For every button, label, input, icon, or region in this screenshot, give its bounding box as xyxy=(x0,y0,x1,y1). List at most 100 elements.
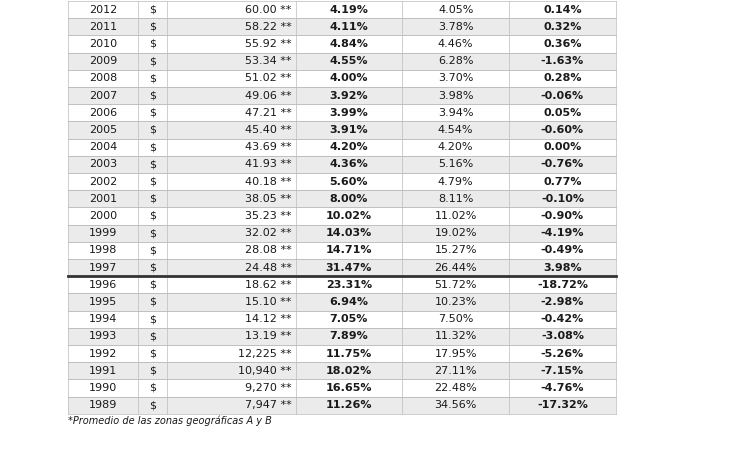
Text: 7.50%: 7.50% xyxy=(438,314,473,324)
Text: 55.92 **: 55.92 ** xyxy=(245,39,291,49)
Bar xyxy=(68,139,616,156)
Text: 4.20%: 4.20% xyxy=(329,142,368,152)
Text: 26.44%: 26.44% xyxy=(434,263,477,273)
Text: 2000: 2000 xyxy=(89,211,117,221)
Text: 4.20%: 4.20% xyxy=(438,142,473,152)
Text: 11.26%: 11.26% xyxy=(326,400,372,410)
Text: 14.71%: 14.71% xyxy=(326,245,372,256)
Text: -0.60%: -0.60% xyxy=(541,125,584,135)
Text: 11.75%: 11.75% xyxy=(326,349,372,359)
Bar xyxy=(68,259,616,276)
Text: 2008: 2008 xyxy=(89,73,117,83)
Text: 12,225 **: 12,225 ** xyxy=(238,349,291,359)
Text: 32.02 **: 32.02 ** xyxy=(245,228,291,238)
Text: 3.99%: 3.99% xyxy=(329,108,368,118)
Text: $: $ xyxy=(149,245,156,256)
Text: $: $ xyxy=(149,400,156,410)
Text: 45.40 **: 45.40 ** xyxy=(245,125,291,135)
Text: $: $ xyxy=(149,314,156,324)
Text: 8.11%: 8.11% xyxy=(438,194,473,204)
Text: $: $ xyxy=(149,211,156,221)
Text: 35.23 **: 35.23 ** xyxy=(245,211,291,221)
Text: 4.84%: 4.84% xyxy=(329,39,368,49)
Text: 58.22 **: 58.22 ** xyxy=(245,22,291,32)
Text: 14.03%: 14.03% xyxy=(326,228,372,238)
Text: 1989: 1989 xyxy=(89,400,117,410)
Text: 6.94%: 6.94% xyxy=(329,297,369,307)
Text: $: $ xyxy=(149,297,156,307)
Text: -0.76%: -0.76% xyxy=(541,159,584,169)
Text: 2012: 2012 xyxy=(89,4,117,14)
Text: 10,940 **: 10,940 ** xyxy=(238,366,291,376)
Text: 28.08 **: 28.08 ** xyxy=(245,245,291,256)
Text: 5.60%: 5.60% xyxy=(329,176,368,187)
Text: -4.76%: -4.76% xyxy=(541,383,584,393)
Bar xyxy=(68,190,616,207)
Bar xyxy=(68,173,616,190)
Text: 1996: 1996 xyxy=(89,280,117,290)
Bar xyxy=(68,328,616,345)
Text: 4.46%: 4.46% xyxy=(438,39,473,49)
Text: 3.91%: 3.91% xyxy=(329,125,368,135)
Text: 49.06 **: 49.06 ** xyxy=(245,90,291,101)
Text: 7,947 **: 7,947 ** xyxy=(245,400,291,410)
Bar xyxy=(68,36,616,53)
Text: 0.36%: 0.36% xyxy=(543,39,582,49)
Text: 19.02%: 19.02% xyxy=(434,228,477,238)
Text: -0.06%: -0.06% xyxy=(541,90,584,101)
Bar xyxy=(68,345,616,362)
Text: 8.00%: 8.00% xyxy=(330,194,368,204)
Text: 2003: 2003 xyxy=(89,159,117,169)
Text: 34.56%: 34.56% xyxy=(434,400,477,410)
Bar xyxy=(68,18,616,36)
Text: 51.72%: 51.72% xyxy=(434,280,477,290)
Text: $: $ xyxy=(149,228,156,238)
Text: $: $ xyxy=(149,125,156,135)
Text: 11.02%: 11.02% xyxy=(434,211,477,221)
Bar xyxy=(68,104,616,122)
Text: 3.98%: 3.98% xyxy=(543,263,582,273)
Text: -18.72%: -18.72% xyxy=(537,280,588,290)
Text: $: $ xyxy=(149,22,156,32)
Text: 5.16%: 5.16% xyxy=(438,159,473,169)
Text: 0.14%: 0.14% xyxy=(543,4,582,14)
Text: 1998: 1998 xyxy=(89,245,117,256)
Text: 2006: 2006 xyxy=(89,108,117,118)
Text: 9,270 **: 9,270 ** xyxy=(245,383,291,393)
Text: -17.32%: -17.32% xyxy=(537,400,588,410)
Text: $: $ xyxy=(149,108,156,118)
Text: -0.90%: -0.90% xyxy=(541,211,584,221)
Text: -0.49%: -0.49% xyxy=(541,245,584,256)
Text: 1995: 1995 xyxy=(89,297,117,307)
Text: 24.48 **: 24.48 ** xyxy=(244,263,291,273)
Text: 1992: 1992 xyxy=(89,349,117,359)
Text: 0.77%: 0.77% xyxy=(543,176,582,187)
Text: 1993: 1993 xyxy=(89,331,117,342)
Text: -0.42%: -0.42% xyxy=(541,314,584,324)
Text: 2010: 2010 xyxy=(89,39,117,49)
Text: 4.05%: 4.05% xyxy=(438,4,473,14)
Text: 23.31%: 23.31% xyxy=(326,280,372,290)
Text: -7.15%: -7.15% xyxy=(541,366,584,376)
Bar xyxy=(68,242,616,259)
Text: -4.19%: -4.19% xyxy=(541,228,584,238)
Text: 0.05%: 0.05% xyxy=(543,108,582,118)
Text: $: $ xyxy=(149,349,156,359)
Text: 4.00%: 4.00% xyxy=(329,73,368,83)
Text: 16.65%: 16.65% xyxy=(326,383,372,393)
Text: $: $ xyxy=(149,331,156,342)
Text: -0.10%: -0.10% xyxy=(541,194,584,204)
Bar xyxy=(68,87,616,104)
Text: 4.79%: 4.79% xyxy=(438,176,474,187)
Text: $: $ xyxy=(149,366,156,376)
Text: $: $ xyxy=(149,176,156,187)
Text: 41.93 **: 41.93 ** xyxy=(245,159,291,169)
Text: 15.10 **: 15.10 ** xyxy=(245,297,291,307)
Text: 6.28%: 6.28% xyxy=(438,56,473,66)
Text: 7.89%: 7.89% xyxy=(329,331,368,342)
Bar xyxy=(68,53,616,70)
Bar xyxy=(68,276,616,293)
Text: 51.02 **: 51.02 ** xyxy=(245,73,291,83)
Text: 14.12 **: 14.12 ** xyxy=(245,314,291,324)
Text: $: $ xyxy=(149,194,156,204)
